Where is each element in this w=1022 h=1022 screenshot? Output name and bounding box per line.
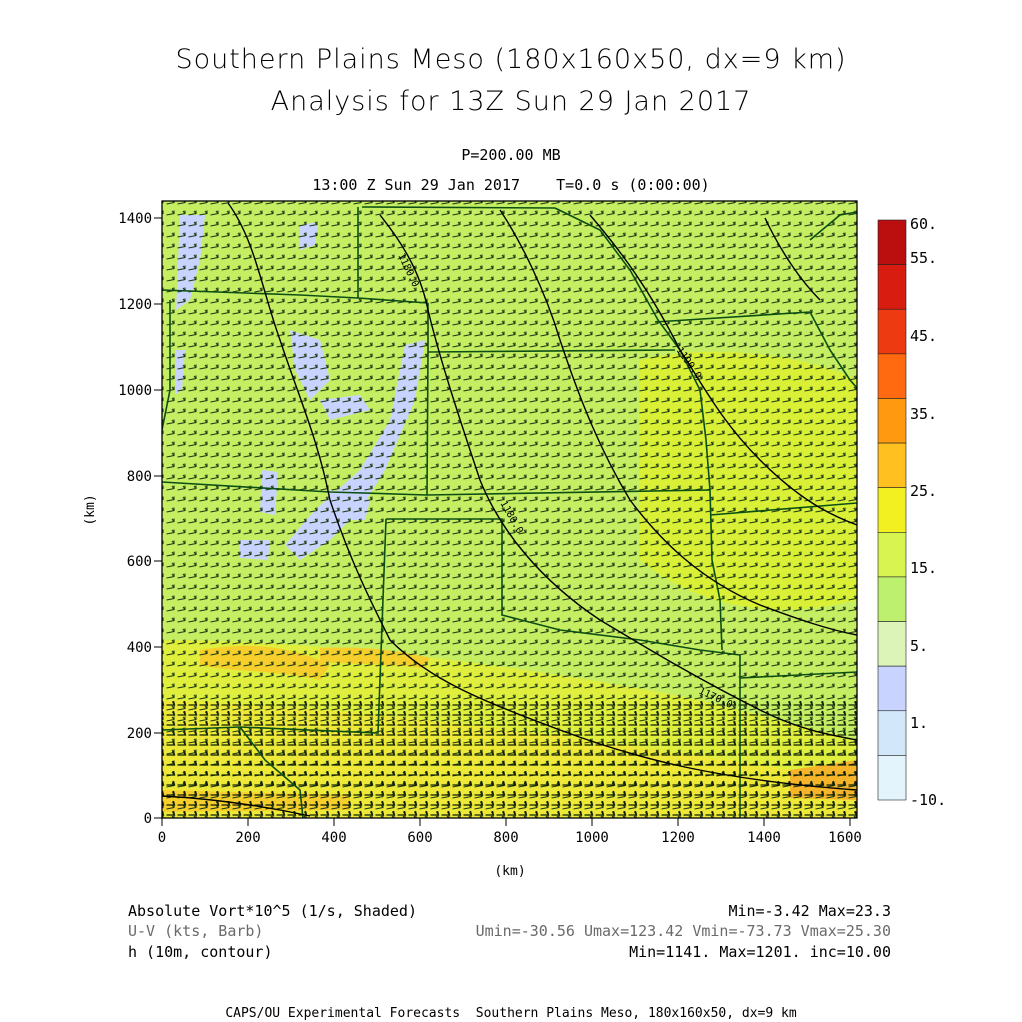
plot-frame (161, 200, 858, 819)
colorbar-label-55: 55. (910, 249, 937, 267)
vorticity-shading (162, 201, 857, 818)
colorbar-cell (877, 755, 907, 801)
title-line-2: Analysis for 13Z Sun 29 Jan 2017 (270, 86, 752, 117)
colorbar-label-15: 15. (910, 559, 937, 577)
colorbar-cell (877, 621, 907, 667)
colorbar-cell (877, 665, 907, 712)
x-tick-800: 800 (493, 830, 518, 846)
y-tick-1200: 1200 (118, 297, 152, 313)
x-tick-400: 400 (321, 830, 346, 846)
y-tick-0: 0 (144, 811, 152, 827)
x-tick-200: 200 (235, 830, 260, 846)
x-tick-1000: 1000 (575, 830, 609, 846)
y-tick-600: 600 (127, 554, 152, 570)
legend-shading-stats: Min=-3.42 Max=23.3 (728, 902, 891, 920)
colorbar-label-45: 45. (910, 327, 937, 345)
legend-barb-label: U-V (kts, Barb) (128, 922, 264, 940)
title-line-1: Southern Plains Meso (180x160x50, dx=9 k… (175, 44, 847, 75)
y-tick-400: 400 (127, 640, 152, 656)
colorbar-cell (877, 353, 907, 399)
colorbar-label-5: 5. (910, 637, 928, 655)
y-tick-1000: 1000 (118, 383, 152, 399)
legend-contour-label: h (10m, contour) (128, 943, 273, 961)
colorbar-cell (877, 487, 907, 533)
footer-credit: CAPS/OU Experimental Forecasts Southern … (225, 1006, 797, 1021)
colorbar-cell (877, 532, 907, 578)
valid-time: 13:00 Z Sun 29 Jan 2017 T=0.0 s (0:00:00… (312, 176, 710, 194)
legend-contour-stats: Min=1141. Max=1201. inc=10.00 (629, 943, 891, 961)
x-tick-1200: 1200 (661, 830, 695, 846)
colorbar-label-35: 35. (910, 405, 937, 423)
x-axis-label: (km) (494, 864, 525, 879)
colorbar-cell (877, 398, 907, 444)
colorbar-cell (877, 308, 907, 355)
x-tick-600: 600 (407, 830, 432, 846)
y-tick-200: 200 (127, 726, 152, 742)
y-tick-800: 800 (127, 469, 152, 485)
legend-shading-label: Absolute Vort*10^5 (1/s, Shaded) (128, 902, 417, 920)
legend-barb-stats: Umin=-30.56 Umax=123.42 Vmin=-73.73 Vmax… (475, 922, 891, 940)
colorbar-cell (877, 710, 907, 756)
pressure-level: P=200.00 MB (461, 146, 561, 164)
colorbar-cell (877, 576, 907, 622)
y-tick-1400: 1400 (118, 211, 152, 227)
colorbar-cell (877, 442, 907, 488)
y-axis-label: (km) (83, 494, 98, 525)
colorbar-label-neg10: -10. (910, 791, 946, 809)
x-tick-1600: 1600 (828, 830, 862, 846)
colorbar-label-1: 1. (910, 714, 928, 732)
colorbar-cell (877, 264, 907, 310)
colorbar-label-25: 25. (910, 482, 937, 500)
colorbar-label-60: 60. (910, 215, 937, 233)
colorbar (877, 219, 907, 801)
colorbar-cell (877, 219, 907, 265)
x-tick-1400: 1400 (747, 830, 781, 846)
x-tick-0: 0 (158, 830, 166, 846)
